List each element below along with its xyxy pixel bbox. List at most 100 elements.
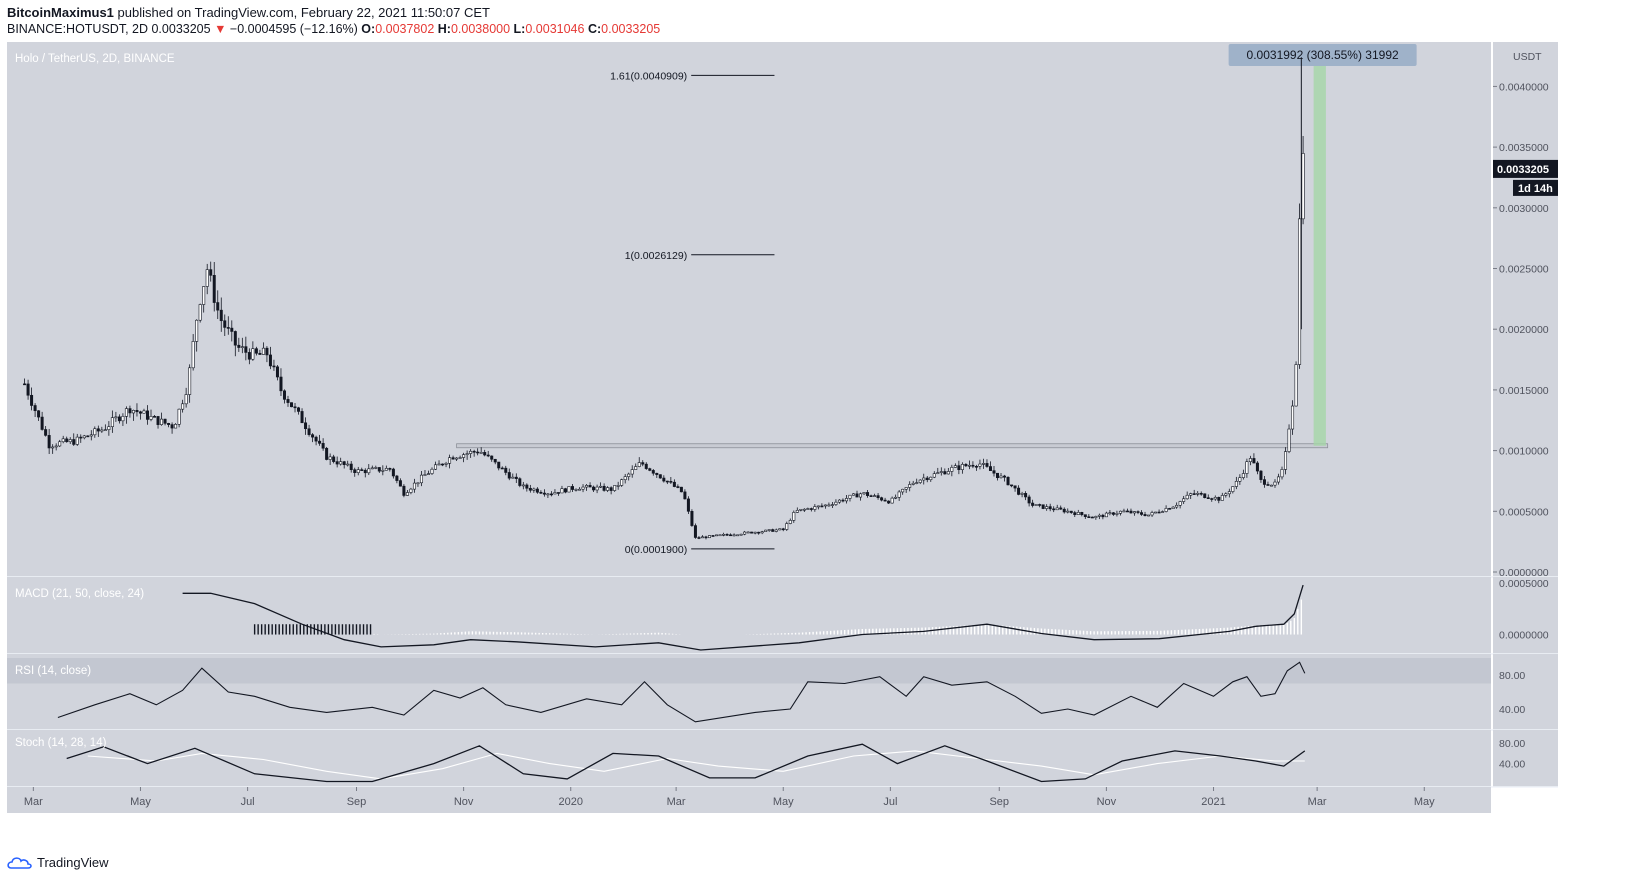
pane-stoch-axis-background	[1493, 730, 1558, 787]
candle-body	[711, 535, 715, 537]
resistance-line[interactable]	[456, 443, 1329, 449]
candle-body	[37, 410, 41, 418]
candle-body	[1017, 487, 1021, 495]
candle-body	[655, 472, 659, 475]
candle-body	[1087, 516, 1091, 518]
candle-body	[827, 504, 831, 507]
y-tick-label: 0.0025000	[1499, 264, 1549, 276]
candle-body	[479, 452, 483, 454]
chart-canvas[interactable]: 0.0040000 0.0035000 0.0030000 0.0025000 0.00…	[0, 42, 1627, 852]
candle-body	[395, 475, 399, 481]
candle-body	[1280, 469, 1284, 478]
candle-body	[837, 499, 841, 503]
candle-body	[943, 471, 947, 475]
candle-body	[697, 537, 701, 539]
x-tick-label: Nov	[454, 796, 474, 808]
candle-body	[1115, 512, 1119, 515]
candle-body	[128, 408, 132, 414]
candle-body	[490, 455, 494, 460]
candle-body	[497, 461, 501, 469]
candle-body	[936, 472, 940, 474]
candle-body	[75, 436, 79, 445]
candle-body	[328, 456, 332, 460]
candle-body	[764, 529, 768, 532]
candle-body	[996, 472, 1000, 479]
tradingview-logo[interactable]: TradingView	[7, 855, 109, 870]
candle-body	[149, 416, 153, 420]
candle-body	[974, 465, 978, 468]
candle-body	[1178, 501, 1182, 506]
candle-body	[195, 319, 199, 342]
candle-body	[1073, 512, 1077, 515]
candle-body	[546, 493, 550, 496]
candle-body	[86, 435, 90, 438]
candle-body	[1094, 516, 1098, 518]
candle-body	[212, 275, 216, 303]
candle-body	[1080, 512, 1084, 515]
candle-body	[405, 492, 409, 496]
candle-body	[416, 482, 420, 485]
candle-body	[504, 467, 508, 473]
candle-body	[167, 423, 171, 425]
candle-body	[23, 383, 27, 386]
fib-level-label: 0(0.0001900)	[625, 544, 687, 556]
stoch-d-line	[87, 750, 1305, 780]
candle-body	[198, 304, 202, 321]
candle-body	[332, 456, 336, 462]
tradingview-cloud-icon	[7, 856, 32, 869]
candle-body	[816, 505, 820, 508]
candle-body	[1259, 470, 1263, 480]
stoch-k-line	[66, 743, 1306, 783]
open-value: 0.0037802	[375, 22, 435, 36]
candle-body	[1287, 428, 1291, 452]
candle-body	[314, 436, 318, 442]
candle-body	[1111, 512, 1115, 515]
candle-body	[335, 461, 339, 465]
candle-body	[297, 407, 301, 412]
candle-body	[606, 487, 610, 491]
candle-body	[33, 405, 37, 412]
candle-body	[894, 496, 898, 499]
author-name[interactable]: BitcoinMaximus1	[7, 5, 114, 20]
candle-body	[391, 468, 395, 477]
candle-body	[957, 465, 961, 470]
down-arrow-icon: ▼	[214, 22, 227, 36]
candle-body	[904, 487, 908, 490]
candle-body	[1210, 498, 1214, 500]
candle-body	[58, 441, 62, 447]
symbol-label: BINANCE:HOTUSDT, 2D	[7, 22, 148, 36]
candle-body	[441, 463, 445, 466]
candle-body	[205, 269, 209, 287]
candle-body	[191, 341, 195, 369]
candle-body	[202, 286, 206, 305]
rsi-overbought-band	[7, 658, 1491, 684]
pane-macd-axis-background	[1493, 577, 1558, 654]
candle-body	[953, 465, 957, 468]
pane-price-background	[7, 42, 1491, 577]
x-tick-label: Jul	[883, 796, 897, 808]
candle-body	[542, 492, 546, 495]
candle-body	[96, 428, 100, 432]
candle-body	[778, 528, 782, 531]
last-price-tag	[1493, 159, 1558, 178]
candle-body	[44, 429, 48, 436]
candle-body	[1227, 491, 1231, 495]
candle-body	[1294, 364, 1298, 407]
candle-body	[402, 485, 406, 496]
y-tick-label: 0.0030000	[1499, 203, 1549, 215]
candle-body	[142, 410, 146, 414]
candle-body	[465, 453, 469, 455]
candle-body	[883, 499, 887, 502]
last-price-tag-label: 0.0033205	[1497, 164, 1549, 176]
candle-body	[184, 394, 188, 405]
candle-body	[876, 495, 880, 498]
measure-zone[interactable]	[1313, 57, 1326, 446]
candle-body	[384, 468, 388, 471]
candle-body	[1136, 511, 1140, 513]
candle-body	[1164, 508, 1168, 512]
candle-body	[556, 492, 560, 494]
candle-body	[51, 446, 55, 449]
candle-body	[170, 424, 174, 429]
candles	[23, 135, 1305, 540]
candle-body	[1276, 476, 1280, 483]
